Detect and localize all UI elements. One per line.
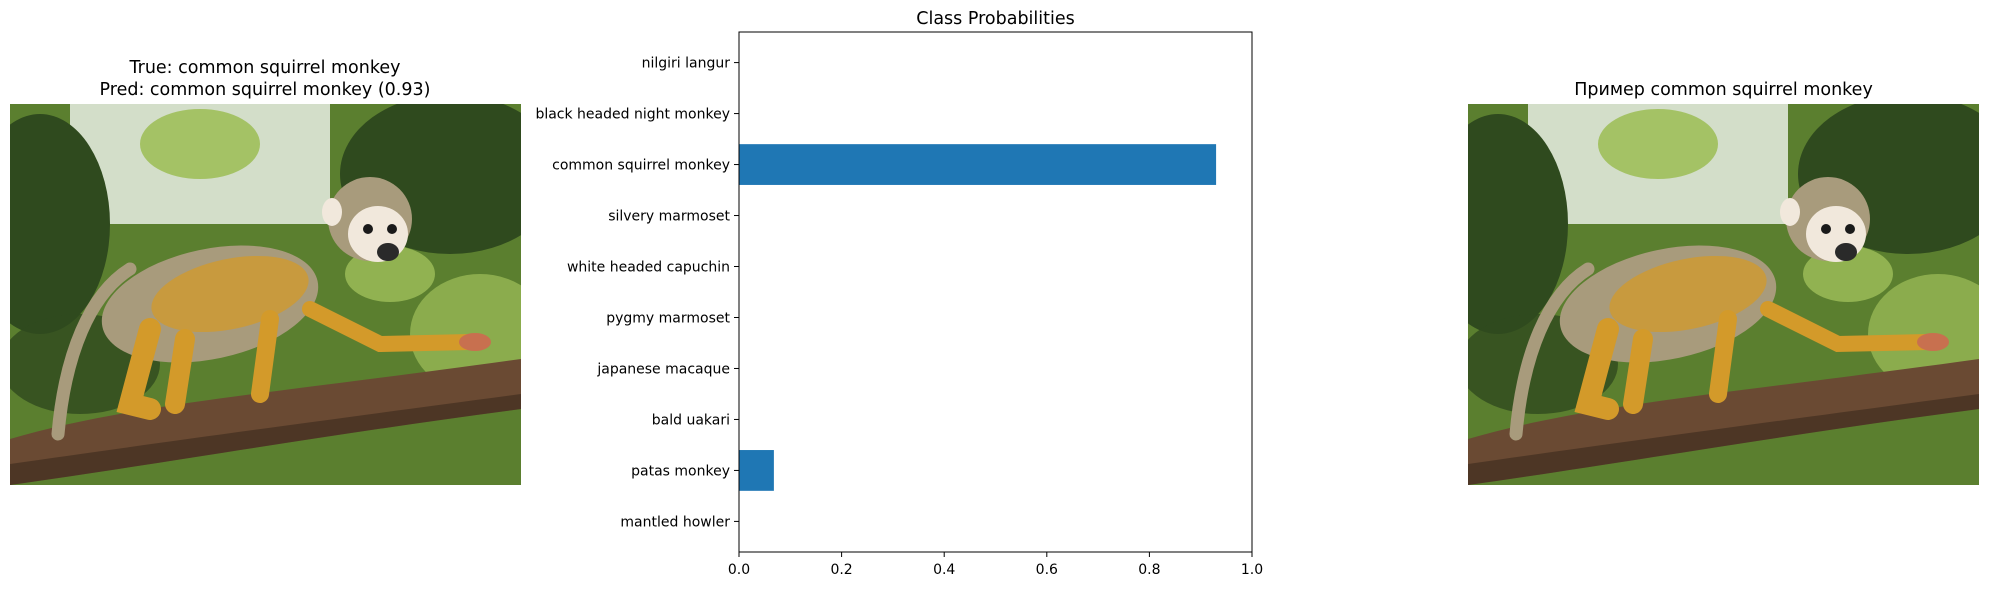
monkey-muzzle [1835,243,1857,261]
monkey-back-leg [116,318,161,420]
x-tick-label: 0.8 [1138,562,1160,578]
monkey-back-leg [1574,318,1619,420]
monkey-image [1468,104,1979,485]
chart-title: Class Probabilities [916,9,1075,29]
right-title: Пример common squirrel monkey [1574,80,1873,100]
branch-shadow [1468,394,1979,485]
monkey-front-leg [251,310,279,403]
bar-common-squirrel-monkey [739,144,1217,185]
x-tick-label: 0.2 [830,562,852,578]
leaf-cluster [1598,109,1718,179]
monkey-eye [1845,224,1855,234]
y-tick-label: black headed night monkey [535,107,730,123]
bar-patas-monkey [739,450,774,491]
y-tick-label: pygmy marmoset [606,310,730,326]
x-tick-label: 0.4 [933,562,955,578]
monkey-front-arm [302,301,478,353]
monkey-back-leg [1623,329,1653,414]
branch-shadow [10,394,521,485]
y-tick-label: white headed capuchin [567,260,730,276]
y-tick-label: patas monkey [631,463,730,479]
y-tick-label: japanese macaque [596,361,730,377]
monkey-ear [322,198,342,226]
right-monkey-photo [1468,104,1979,485]
monkey-front-leg [1709,310,1737,403]
monkey-tail [1509,262,1595,441]
left-monkey-photo [10,104,521,485]
x-tick-label: 1.0 [1241,562,1263,578]
y-tick-label: common squirrel monkey [552,158,730,174]
x-tick-label: 0.0 [728,562,750,578]
y-tick-label: silvery marmoset [608,209,730,225]
plot-frame [738,31,1253,553]
monkey-front-arm [1760,301,1936,353]
monkey-tail [51,262,137,441]
monkey-eye [1821,224,1831,234]
monkey-muzzle [377,243,399,261]
leaf-cluster [10,114,110,334]
leaf-cluster [140,109,260,179]
y-tick-label: bald uakari [652,412,730,428]
monkey-eye [387,224,397,234]
monkey-hand [1917,333,1949,351]
leaf-cluster [1468,114,1568,334]
y-tick-label: mantled howler [620,514,730,530]
monkey-eye [363,224,373,234]
monkey-ear [1780,198,1800,226]
monkey-image [10,104,521,485]
left-title-line1: True: common squirrel monkey [129,58,401,78]
monkey-back-leg [165,329,195,414]
monkey-hand [459,333,491,351]
y-tick-label: nilgiri langur [642,56,731,72]
left-title-line2: Pred: common squirrel monkey (0.93) [99,80,431,100]
x-tick-label: 0.6 [1036,562,1058,578]
